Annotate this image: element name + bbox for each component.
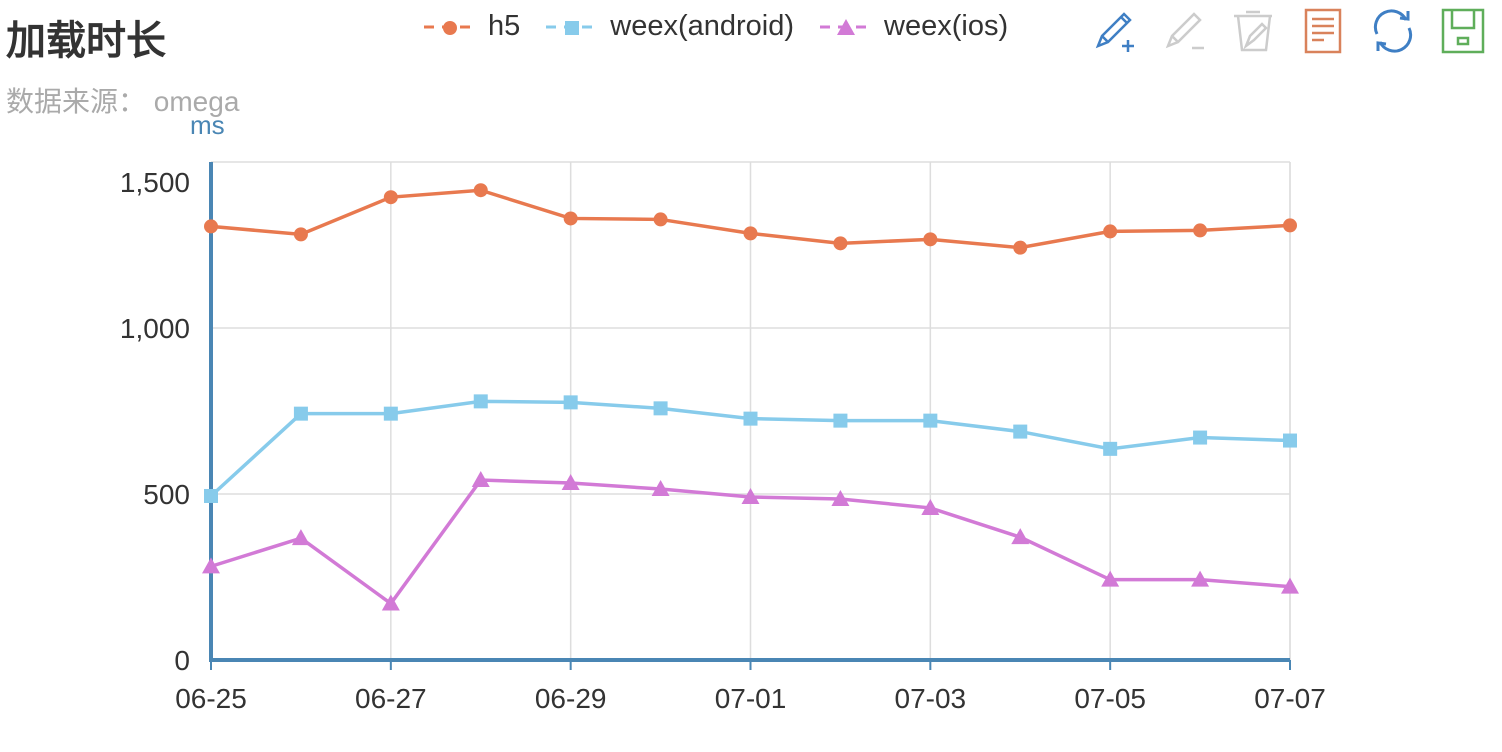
data-point (1103, 224, 1118, 239)
x-tick-label: 06-29 (535, 683, 607, 714)
data-point (1103, 441, 1118, 456)
data-point (1281, 577, 1299, 594)
data-point (563, 395, 578, 410)
data-point (833, 413, 848, 428)
zoom-remove-icon[interactable] (1158, 6, 1208, 56)
legend-marker (837, 18, 856, 35)
y-tick-label: 0 (174, 645, 190, 676)
data-point (202, 557, 220, 574)
y-tick-label: 500 (143, 479, 190, 510)
chart-title: 加载时长 (6, 19, 166, 63)
series-line (209, 399, 1291, 498)
data-point (1013, 240, 1028, 255)
y-axis-label: ms (190, 110, 225, 140)
data-point (923, 413, 938, 428)
series-line (210, 478, 1291, 607)
data-point (473, 183, 488, 198)
legend-marker (443, 20, 457, 35)
data-point (563, 211, 578, 226)
data-point (921, 498, 940, 515)
legend-item[interactable]: weex(android) (542, 10, 794, 43)
legend-marker (565, 20, 580, 35)
data-point (743, 226, 758, 241)
toolbox (1088, 6, 1488, 56)
restore-clear-icon[interactable] (1228, 6, 1278, 56)
legend-label: h5 (488, 10, 521, 42)
data-point (653, 401, 668, 416)
data-point (1013, 424, 1028, 439)
data-point (293, 406, 308, 421)
x-tick-label: 07-05 (1074, 683, 1146, 714)
data-point (204, 219, 218, 234)
y-tick-label: 1,500 (120, 167, 190, 198)
data-point (831, 489, 850, 506)
data-point (383, 406, 398, 421)
save-image-icon[interactable] (1438, 6, 1488, 56)
x-tick-label: 07-01 (715, 683, 787, 714)
series-weex-ios- (202, 471, 1299, 611)
zoom-add-icon[interactable] (1088, 6, 1138, 56)
data-point (833, 236, 848, 251)
x-tick-label: 06-25 (175, 683, 247, 714)
data-point (1011, 528, 1030, 545)
data-point (1283, 218, 1297, 233)
data-point (1193, 430, 1208, 445)
legend-square-icon (546, 20, 599, 35)
data-point (1283, 433, 1297, 448)
data-point (204, 488, 218, 503)
x-tick-label: 07-03 (895, 683, 967, 714)
series-line (210, 188, 1291, 250)
data-point (473, 394, 488, 409)
data-point (291, 529, 310, 546)
y-tick-label: 1,000 (120, 313, 190, 344)
legend: h5 weex(android) weex(ios) (420, 10, 1008, 43)
x-tick-label: 07-07 (1254, 683, 1326, 714)
legend-item[interactable]: h5 (420, 10, 520, 43)
refresh-icon[interactable] (1368, 6, 1418, 56)
x-tick-label: 06-27 (355, 683, 427, 714)
data-point (1191, 570, 1210, 587)
data-point (383, 190, 398, 205)
legend-label: weex(ios) (884, 10, 1009, 42)
legend-label: weex(android) (610, 10, 795, 42)
data-view-icon[interactable] (1298, 6, 1348, 56)
data-point (651, 480, 670, 497)
data-point (1101, 570, 1120, 587)
data-point (561, 474, 580, 491)
legend-item[interactable]: weex(ios) (816, 10, 1008, 43)
chart-subtitle: 数据来源： omega (6, 86, 240, 117)
data-point (293, 227, 308, 242)
data-point (471, 471, 490, 488)
legend-triangle-icon (820, 18, 873, 35)
data-point (381, 594, 400, 611)
data-point (741, 487, 760, 504)
data-point (1193, 223, 1208, 238)
data-point (923, 232, 938, 247)
data-point (743, 411, 758, 426)
data-point (653, 212, 668, 227)
legend-circle-icon (424, 20, 476, 35)
series-h5 (204, 183, 1297, 255)
series-weex-android- (204, 394, 1297, 503)
